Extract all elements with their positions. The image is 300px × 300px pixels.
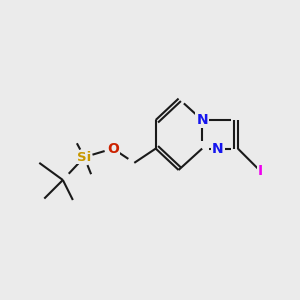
Text: I: I — [258, 164, 263, 178]
Text: N: N — [212, 142, 224, 156]
Text: O: O — [107, 142, 119, 156]
Text: N: N — [196, 113, 208, 127]
Text: Si: Si — [77, 151, 92, 164]
